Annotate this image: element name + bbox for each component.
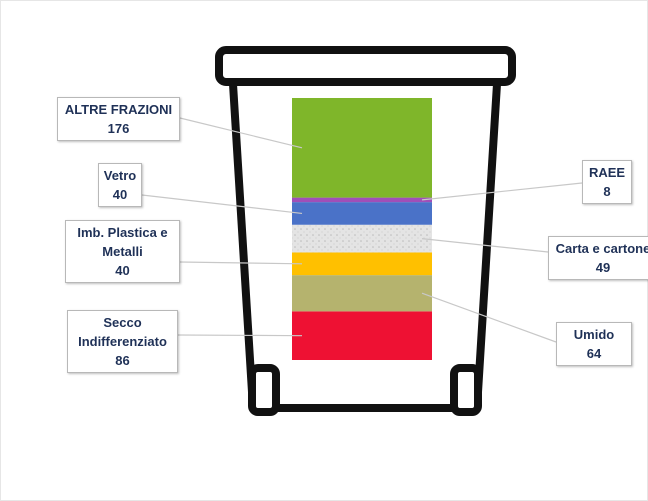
segment-label: ALTRE FRAZIONI 176 xyxy=(57,97,180,141)
label-value: 49 xyxy=(595,260,611,275)
label-name: Imb. Plastica e Metalli xyxy=(77,225,168,259)
leader-line xyxy=(177,334,303,337)
leader-line xyxy=(421,182,583,201)
bin xyxy=(215,46,516,416)
segment xyxy=(292,252,432,276)
segment xyxy=(292,311,432,360)
label-name: Carta e cartone xyxy=(555,241,648,256)
label-value: 40 xyxy=(115,263,130,278)
label-value: 8 xyxy=(603,184,611,199)
segment-label: Umido 64 xyxy=(556,322,632,366)
segment-texture xyxy=(292,224,432,253)
label-value: 86 xyxy=(115,353,130,368)
label-value: 176 xyxy=(107,121,130,136)
leader-line xyxy=(421,292,557,343)
leader-line xyxy=(421,238,549,253)
segment-label: Imb. Plastica e Metalli 40 xyxy=(65,220,180,283)
segment-label: RAEE 8 xyxy=(582,160,632,204)
label-name: Umido xyxy=(573,327,615,342)
bin-wheel xyxy=(248,364,280,416)
segment-label: Carta e cartone 49 xyxy=(548,236,648,280)
label-name: Vetro xyxy=(103,168,137,183)
segment xyxy=(292,275,432,312)
segment xyxy=(292,202,432,225)
leader-line xyxy=(141,194,303,215)
bin-rim xyxy=(215,46,516,86)
label-name: RAEE xyxy=(588,165,626,180)
segment-label: Vetro 40 xyxy=(98,163,142,207)
label-name: ALTRE FRAZIONI xyxy=(64,102,173,117)
segment-label: Secco Indifferenziato 86 xyxy=(67,310,178,373)
segment xyxy=(292,197,432,203)
leader-line xyxy=(179,117,303,149)
segment xyxy=(292,98,432,198)
label-name: Secco Indifferenziato xyxy=(78,315,167,349)
bin-wheel xyxy=(450,364,482,416)
label-value: 64 xyxy=(586,346,602,361)
label-value: 40 xyxy=(112,187,128,202)
leader-line xyxy=(179,261,303,265)
